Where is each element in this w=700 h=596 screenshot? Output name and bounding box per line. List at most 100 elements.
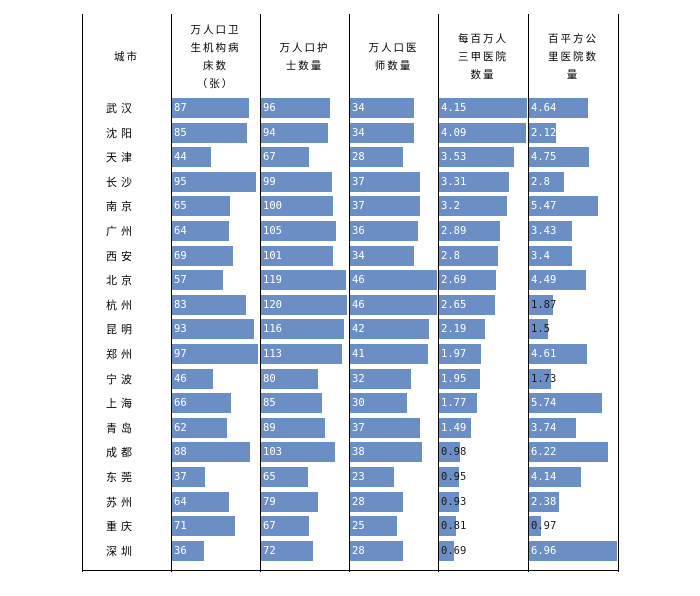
data-bar xyxy=(172,221,229,241)
data-label: 88 xyxy=(174,446,187,459)
data-label: 80 xyxy=(263,372,276,385)
data-label: 23 xyxy=(352,471,365,483)
data-label: 100 xyxy=(263,200,282,213)
data-bar xyxy=(439,516,457,537)
data-bar xyxy=(261,270,347,291)
data-label: 46 xyxy=(352,274,365,287)
data-label: 1.5 xyxy=(531,323,550,336)
data-bar xyxy=(529,171,565,192)
data-bar xyxy=(439,196,507,217)
data-label: 96 xyxy=(263,102,276,114)
data-bar xyxy=(439,98,527,118)
city-label: 苏州 xyxy=(106,495,136,509)
data-label: 34 xyxy=(352,126,365,139)
data-bar xyxy=(172,417,227,438)
data-label: 37 xyxy=(174,471,187,483)
data-bar xyxy=(350,221,419,241)
data-bar xyxy=(350,491,403,512)
data-label: 120 xyxy=(263,298,282,311)
metric-column-header: 百平方公 里医院数量 xyxy=(528,14,618,100)
data-label: 65 xyxy=(174,200,187,213)
data-bar xyxy=(529,393,602,414)
data-label: 2.8 xyxy=(441,249,460,262)
data-label: 2.89 xyxy=(441,225,467,237)
data-bar xyxy=(439,122,526,143)
header-line: 量 xyxy=(566,69,580,81)
city-label: 郑州 xyxy=(106,348,136,361)
data-bar xyxy=(350,171,420,192)
data-bar xyxy=(529,368,551,389)
data-bar xyxy=(529,442,608,463)
data-bar xyxy=(261,344,342,364)
data-label: 0.93 xyxy=(441,495,467,508)
data-bar xyxy=(439,270,497,291)
header-line: 万人口卫 xyxy=(190,24,241,36)
data-label: 36 xyxy=(352,225,365,237)
data-bar xyxy=(439,417,471,438)
data-label: 62 xyxy=(174,421,187,434)
data-label: 66 xyxy=(174,397,187,410)
data-label: 103 xyxy=(263,446,282,459)
header-line: 床数 xyxy=(203,60,228,72)
data-label: 87 xyxy=(174,102,187,114)
data-label: 95 xyxy=(174,175,187,188)
city-label: 北京 xyxy=(106,274,136,288)
data-bar xyxy=(529,294,553,315)
data-bar xyxy=(439,344,481,364)
data-bar xyxy=(439,393,477,414)
data-label: 5.47 xyxy=(531,200,557,213)
data-bar xyxy=(350,147,403,168)
table-bottom-border xyxy=(82,570,619,571)
data-bar xyxy=(172,98,250,118)
data-bar xyxy=(350,319,430,340)
data-label: 4.14 xyxy=(531,471,557,483)
data-bar xyxy=(261,122,329,143)
city-label: 重庆 xyxy=(106,520,136,534)
data-label: 65 xyxy=(263,471,276,483)
data-bar xyxy=(261,540,313,561)
header-line: 里医院数 xyxy=(548,51,598,63)
data-bar xyxy=(529,196,599,217)
data-bar xyxy=(261,442,335,463)
city-header-text: 城市 xyxy=(114,51,139,63)
data-label: 37 xyxy=(352,421,365,434)
data-label: 37 xyxy=(352,175,365,188)
data-bar xyxy=(261,245,334,266)
header-line: 生机构病 xyxy=(190,42,241,54)
city-label: 西安 xyxy=(106,249,136,263)
data-label: 2.69 xyxy=(441,274,467,287)
data-label: 97 xyxy=(174,348,187,360)
city-label: 南京 xyxy=(106,200,136,214)
data-label: 41 xyxy=(352,348,365,360)
data-label: 83 xyxy=(174,298,187,311)
data-label: 94 xyxy=(263,126,276,139)
data-label: 85 xyxy=(174,126,187,139)
header-line: 三甲医院 xyxy=(458,51,508,63)
data-bar xyxy=(439,491,459,512)
data-label: 3.31 xyxy=(441,175,467,188)
data-label: 2.19 xyxy=(441,323,467,336)
data-label: 64 xyxy=(174,225,187,237)
city-label: 沈阳 xyxy=(106,126,136,140)
data-bar xyxy=(439,319,486,340)
data-label: 6.96 xyxy=(531,544,557,557)
data-bar xyxy=(439,171,510,192)
data-bar xyxy=(261,368,319,389)
data-bar xyxy=(529,147,590,168)
data-bar xyxy=(350,344,428,364)
data-bar xyxy=(350,196,420,217)
data-bar xyxy=(439,294,496,315)
data-bar xyxy=(529,467,582,487)
data-bar xyxy=(172,122,248,143)
data-bar xyxy=(439,368,481,389)
data-bar xyxy=(529,221,573,241)
data-bar xyxy=(350,467,394,487)
data-bar xyxy=(261,294,347,315)
data-bar xyxy=(350,122,415,143)
city-label: 宁波 xyxy=(106,372,136,386)
data-bar xyxy=(350,393,407,414)
table-right-border xyxy=(618,14,619,572)
data-bar xyxy=(350,417,420,438)
data-label: 1.95 xyxy=(441,372,467,385)
header-line: 士数量 xyxy=(285,60,324,72)
